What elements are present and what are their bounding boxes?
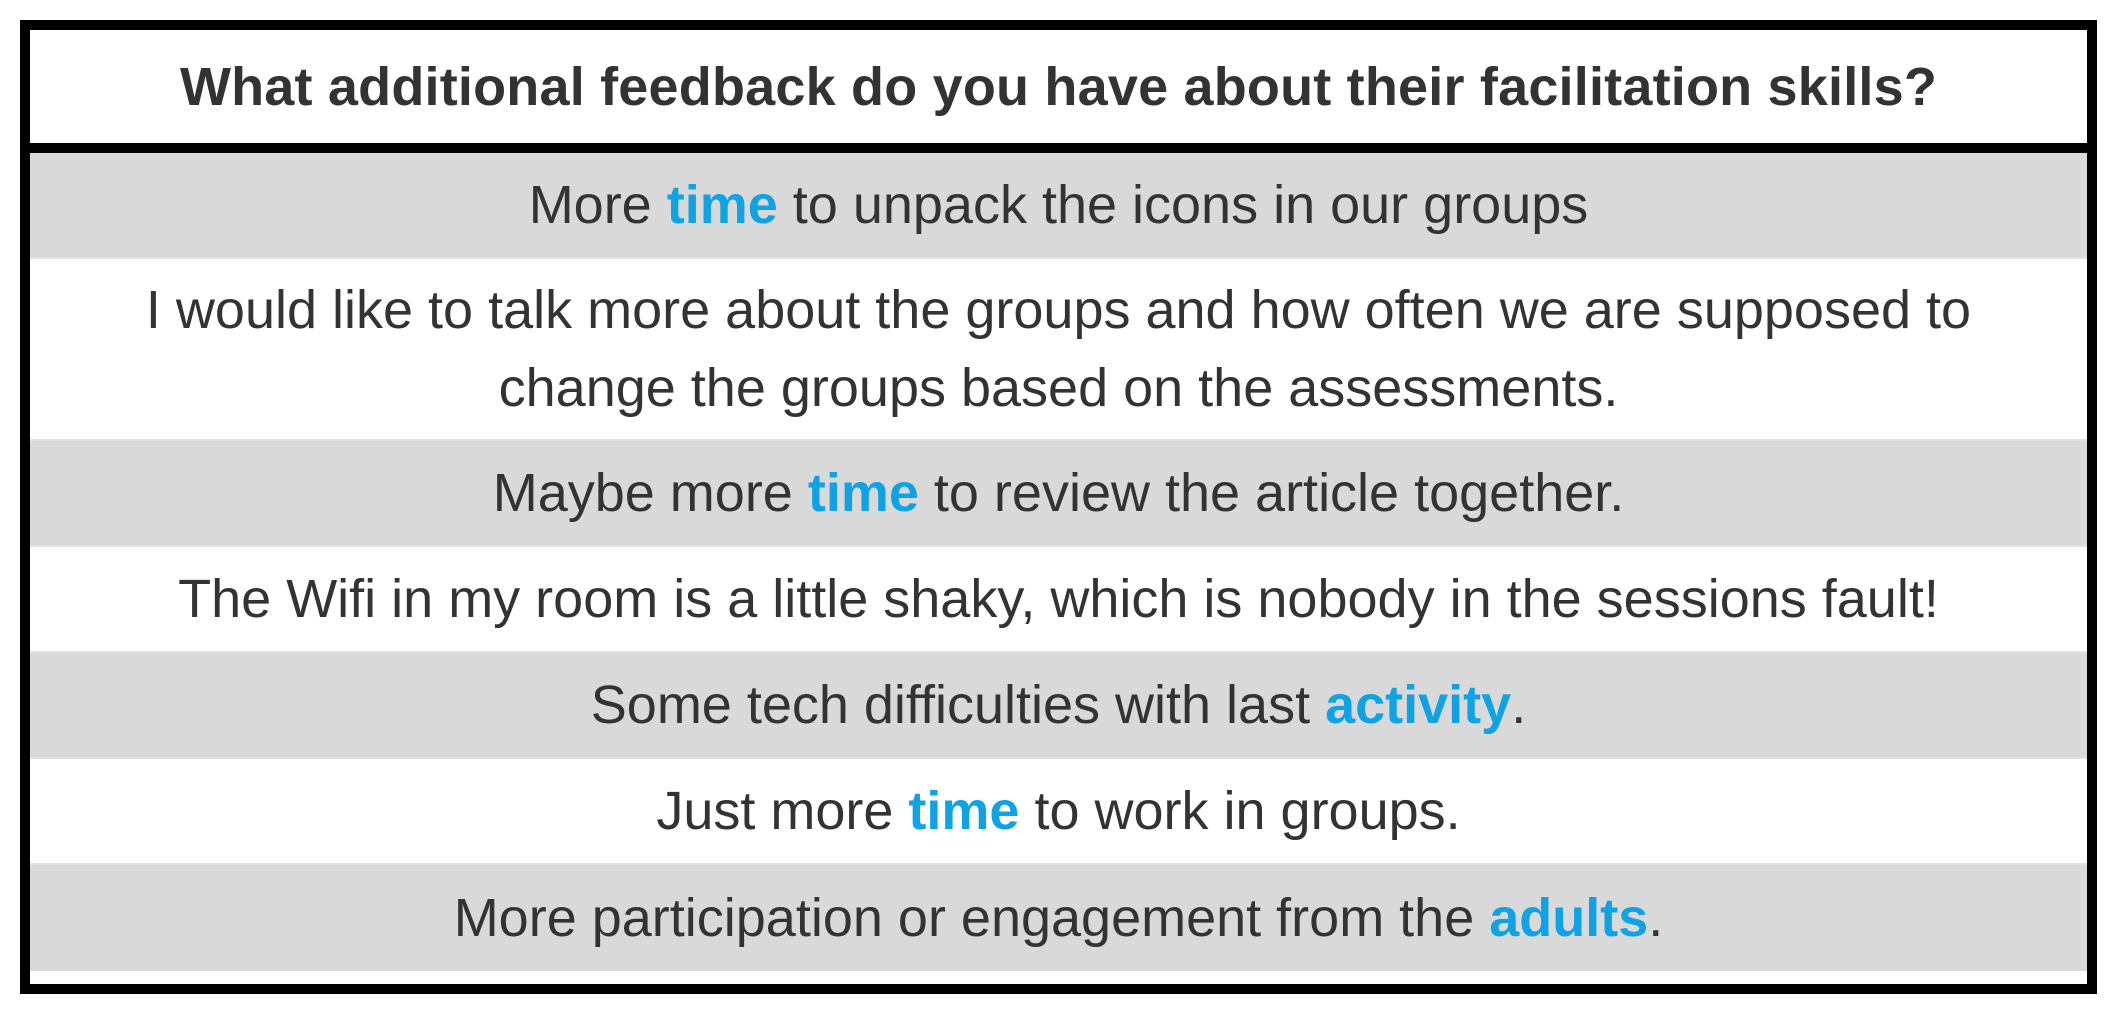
response-text: I would like to talk more about the grou… [50,271,2067,427]
response-row: Some tech difficulties with last activit… [30,653,2087,759]
response-text-before: Just more [656,781,909,841]
table-header: What additional feedback do you have abo… [30,30,2087,153]
response-text-before: Some tech difficulties with last [590,675,1326,735]
response-text: More participation or engagement from th… [454,879,1664,957]
response-row: The Wifi in my room is a little shaky, w… [30,547,2087,653]
highlighted-keyword: time [666,175,778,235]
table-title: What additional feedback do you have abo… [179,56,1938,117]
response-list: More time to unpack the icons in our gro… [30,153,2087,984]
response-text: The Wifi in my room is a little shaky, w… [178,560,1939,638]
response-text-after: to review the article together. [918,463,1625,523]
response-row: Just more time to work in groups. [30,759,2087,865]
response-text: Maybe more time to review the article to… [493,454,1625,532]
response-text-before: More [528,175,667,235]
response-text-after: to work in groups. [1019,781,1461,841]
highlighted-keyword: time [908,781,1020,841]
response-text: More time to unpack the icons in our gro… [529,166,1589,244]
response-text-after: . [1648,888,1664,948]
response-text: Some tech difficulties with last activit… [591,666,1526,744]
response-text: Just more time to work in groups. [656,772,1460,850]
response-text-before: Maybe more [492,463,808,523]
response-text-before: I would like to talk more about the grou… [145,280,1972,418]
response-text-before: The Wifi in my room is a little shaky, w… [178,569,1939,629]
response-text-before: More participation or engagement from th… [453,888,1490,948]
response-text-after: to unpack the icons in our groups [777,175,1589,235]
response-row: More time to unpack the icons in our gro… [30,153,2087,259]
highlighted-keyword: time [807,463,919,523]
highlighted-keyword: adults [1489,888,1649,948]
response-text-after: . [1511,675,1527,735]
response-row: Maybe more time to review the article to… [30,441,2087,547]
response-row: More participation or engagement from th… [30,865,2087,971]
highlighted-keyword: activity [1325,675,1512,735]
feedback-table: What additional feedback do you have abo… [20,20,2097,994]
response-row: I would like to talk more about the grou… [30,259,2087,441]
